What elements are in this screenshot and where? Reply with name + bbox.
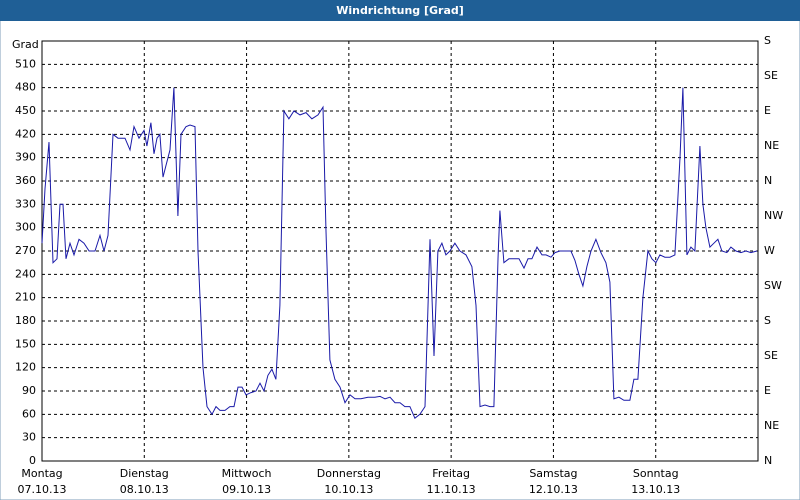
title-bar <box>0 0 800 21</box>
x-tick-label: Donnerstag <box>317 467 381 480</box>
y-tick-label: 120 <box>15 361 36 374</box>
x-tick-label: Sonntag <box>633 467 679 480</box>
y2-tick-label: NE <box>764 139 779 152</box>
x-tick-date: 07.10.13 <box>18 483 67 496</box>
y-tick-label: 390 <box>15 151 36 164</box>
y-tick-label: 480 <box>15 81 36 94</box>
y-tick-label: 270 <box>15 244 36 257</box>
y-tick-label: 180 <box>15 314 36 327</box>
x-tick-label: Samstag <box>529 467 577 480</box>
y2-tick-label: SE <box>764 349 778 362</box>
y-tick-label: 450 <box>15 104 36 117</box>
y-tick-label: 240 <box>15 267 36 280</box>
y2-tick-label: S <box>764 34 771 47</box>
y-tick-label: 330 <box>15 197 36 210</box>
y-tick-label: 60 <box>22 407 36 420</box>
y2-tick-label: N <box>764 454 772 467</box>
y2-tick-label: NE <box>764 419 779 432</box>
y-axis-label: Grad <box>12 38 39 51</box>
y-tick-label: 0 <box>29 454 36 467</box>
x-tick-label: Montag <box>21 467 62 480</box>
y-tick-label: 510 <box>15 57 36 70</box>
x-tick-date: 11.10.13 <box>427 483 476 496</box>
y-tick-label: 150 <box>15 337 36 350</box>
y2-tick-label: S <box>764 314 771 327</box>
x-tick-date: 09.10.13 <box>222 483 271 496</box>
y2-tick-label: W <box>764 244 775 257</box>
plot-border <box>41 40 759 462</box>
y-tick-label: 210 <box>15 291 36 304</box>
x-tick-label: Mittwoch <box>222 467 272 480</box>
y-tick-label: 420 <box>15 127 36 140</box>
y-tick-label: 30 <box>22 431 36 444</box>
y2-tick-label: E <box>764 384 771 397</box>
x-tick-date: 12.10.13 <box>529 483 578 496</box>
y2-tick-label: SW <box>764 279 782 292</box>
y-tick-label: 90 <box>22 384 36 397</box>
y2-tick-label: NW <box>764 209 783 222</box>
chart-title: Windrichtung [Grad] <box>336 4 464 17</box>
y2-tick-label: SE <box>764 69 778 82</box>
x-tick-label: Dienstag <box>120 467 169 480</box>
x-tick-date: 10.10.13 <box>324 483 373 496</box>
x-tick-label: Freitag <box>432 467 470 480</box>
y2-tick-label: N <box>764 174 772 187</box>
y-tick-label: 360 <box>15 174 36 187</box>
y2-tick-label: E <box>764 104 771 117</box>
y-tick-label: 300 <box>15 221 36 234</box>
x-tick-date: 08.10.13 <box>120 483 169 496</box>
data-line <box>41 87 758 419</box>
x-tick-date: 13.10.13 <box>631 483 680 496</box>
